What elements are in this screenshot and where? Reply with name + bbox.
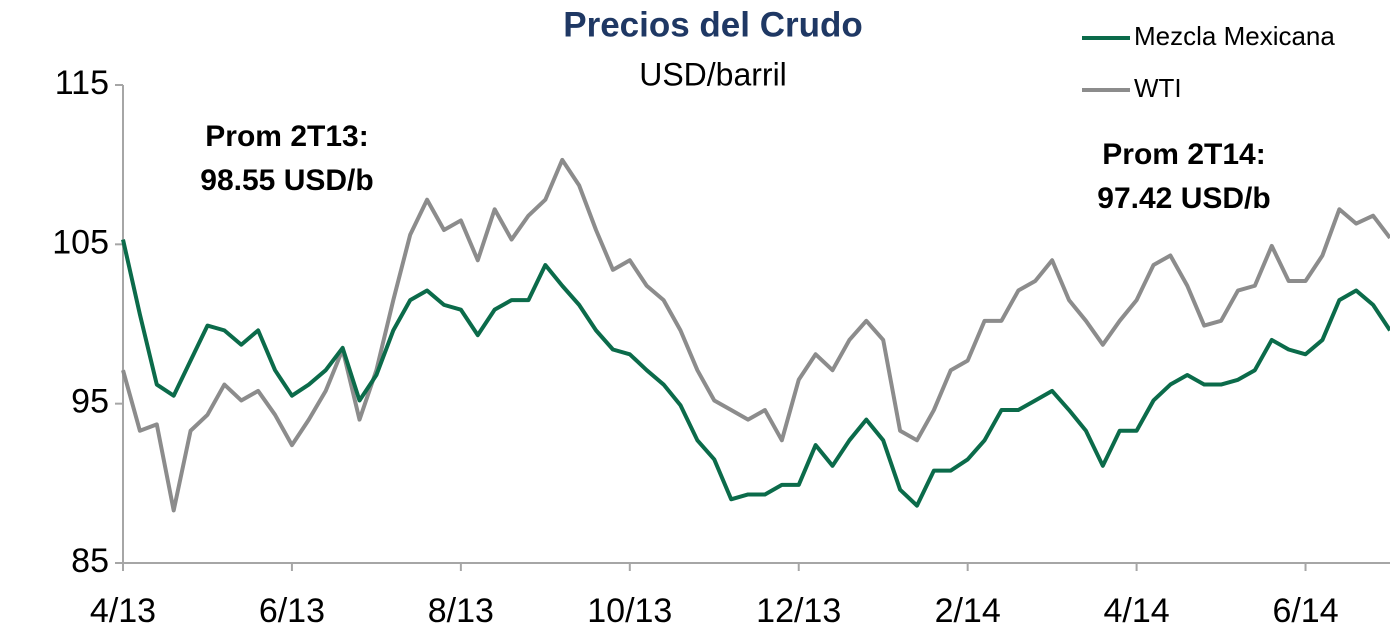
series-line <box>121 157 1390 513</box>
y-tick-label: 85 <box>71 542 109 580</box>
y-tick-label: 115 <box>55 64 109 102</box>
annotation: 98.55 USD/b <box>200 164 373 197</box>
x-tick-label: 4/14 <box>1104 592 1170 630</box>
x-tick-label: 6/13 <box>259 592 325 630</box>
x-tick-label: 8/13 <box>428 592 494 630</box>
x-tick-label: 4/13 <box>90 592 156 630</box>
chart-title: Precios del Crudo <box>563 5 863 44</box>
x-tick-label: 10/13 <box>587 592 672 630</box>
series-line <box>121 239 1390 508</box>
x-tick-label: 12/13 <box>756 592 841 630</box>
annotation: Prom 2T14: <box>1102 138 1265 171</box>
legend-label: Mezcla Mexicana <box>1134 21 1335 51</box>
annotation: 97.42 USD/b <box>1097 182 1270 215</box>
y-tick-label: 95 <box>71 383 109 421</box>
y-tick-label: 105 <box>52 223 109 261</box>
chart-subtitle: USD/barril <box>639 56 787 92</box>
annotation: Prom 2T13: <box>205 120 368 153</box>
x-tick-label: 6/14 <box>1272 592 1338 630</box>
legend-label: WTI <box>1134 73 1182 103</box>
x-tick-label: 2/14 <box>935 592 1001 630</box>
